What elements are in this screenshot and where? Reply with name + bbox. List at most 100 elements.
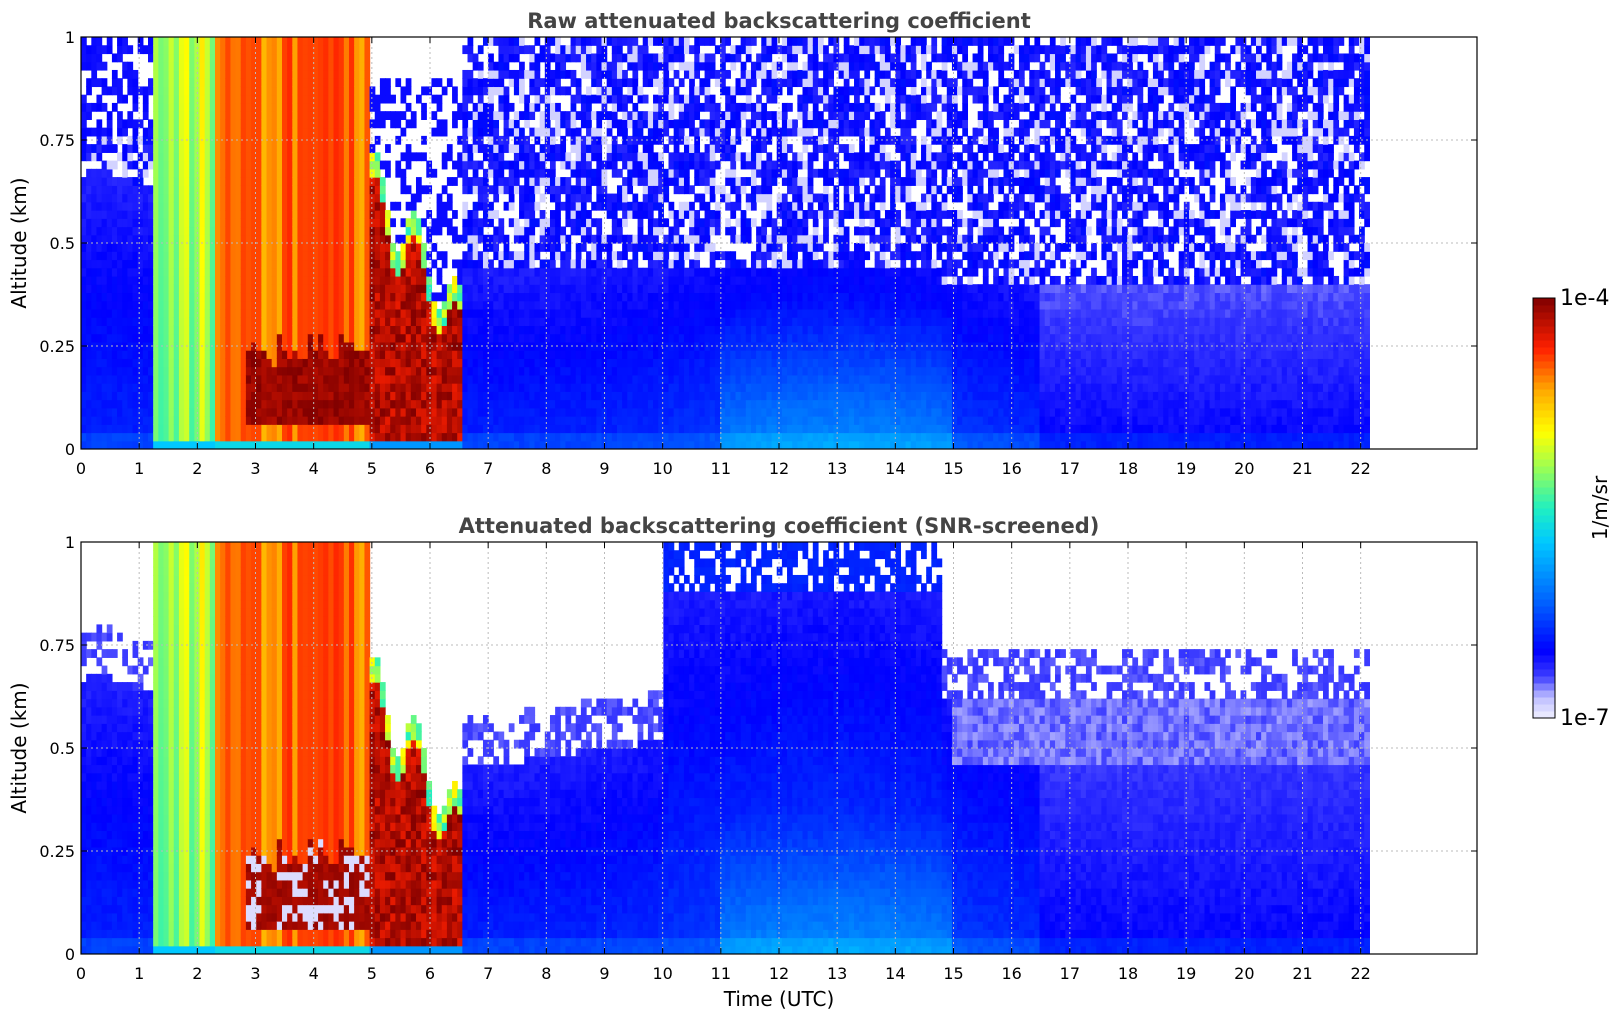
heatmap-cell [96,440,103,449]
heatmap-cell [318,341,324,351]
heatmap-cell [586,37,592,46]
heatmap-cell [472,144,479,153]
heatmap-cell [493,366,500,376]
heatmap-cell [220,416,226,425]
heatmap-cell [405,416,412,425]
heatmap-cell [287,127,293,137]
heatmap-cell [173,300,180,310]
heatmap-cell [245,333,252,343]
heatmap-cell [348,53,355,63]
heatmap-cell [452,160,458,170]
heatmap-cell [204,210,211,219]
heatmap-cell [235,45,242,55]
heatmap-cell [266,317,273,326]
heatmap-cell [312,102,319,112]
heatmap-cell [555,308,561,318]
heatmap-cell [560,284,567,294]
heatmap-cell [544,152,551,162]
heatmap-cell [570,53,577,63]
heatmap-cell [307,383,314,392]
heatmap-cell [374,259,381,269]
heatmap-cell [586,333,592,343]
heatmap-cell [477,111,484,120]
heatmap-cell [524,424,530,434]
heatmap-cell [245,243,252,252]
heatmap-cell [575,160,582,170]
heatmap-cell [225,432,232,442]
heatmap-cell [565,292,572,302]
heatmap-cell [318,358,324,368]
heatmap-cell [462,292,469,302]
heatmap-cell [173,416,180,425]
heatmap-cell [209,234,216,244]
heatmap-cell [256,168,262,178]
heatmap-cell [467,160,474,170]
heatmap-cell [214,94,221,104]
heatmap-cell [251,325,257,335]
heatmap-cell [168,407,175,417]
heatmap-cell [338,144,345,153]
heatmap-cell [379,111,386,120]
heatmap-cell [544,358,551,368]
heatmap-cell [580,234,587,244]
heatmap-cell [488,185,494,195]
heatmap-cell [364,69,371,79]
heatmap-cell [318,308,324,318]
heatmap-cell [348,78,355,88]
heatmap-cell [312,399,319,409]
heatmap-cell [436,333,443,343]
heatmap-cell [616,407,623,417]
heatmap-cell [467,358,474,368]
heatmap-cell [245,218,252,228]
heatmap-cell [482,86,489,96]
heatmap-cell [271,341,278,351]
heatmap-cell [287,391,293,401]
heatmap-cell [390,358,396,368]
heatmap-cell [297,383,304,392]
heatmap-cell [549,259,556,269]
heatmap-cell [338,218,345,228]
heatmap-cell [565,416,572,425]
heatmap-cell [240,201,247,211]
heatmap-cell [91,350,98,359]
heatmap-cell [498,78,505,88]
heatmap-cell [534,284,541,294]
heatmap-cell [529,416,536,425]
heatmap-cell [580,341,587,351]
heatmap-cell [606,284,613,294]
heatmap-cell [323,275,329,285]
heatmap-cell [647,424,654,434]
heatmap-cell [287,226,293,236]
heatmap-cell [642,399,649,409]
heatmap-cell [570,102,577,112]
heatmap-cell [132,300,139,310]
heatmap-cell [364,300,371,310]
heatmap-cell [163,86,170,96]
heatmap-cell [292,135,299,145]
heatmap-cell [544,350,551,359]
heatmap-cell [184,78,190,88]
heatmap-cell [658,317,664,326]
heatmap-cell [348,399,355,409]
heatmap-cell [348,407,355,417]
heatmap-cell [137,374,144,384]
heatmap-cell [513,234,520,244]
heatmap-cell [302,160,309,170]
heatmap-cell [189,111,195,120]
heatmap-cell [529,111,536,120]
heatmap-cell [529,399,536,409]
heatmap-cell [534,300,541,310]
heatmap-cell [431,399,438,409]
heatmap-cell [333,94,340,104]
heatmap-cell [369,259,376,269]
heatmap-cell [328,399,335,409]
heatmap-cell [586,350,592,359]
heatmap-cell [214,432,221,442]
heatmap-cell [467,177,474,186]
heatmap-cell [560,201,567,211]
heatmap-cell [178,226,185,236]
heatmap-cell [189,317,195,326]
heatmap-cell [359,160,366,170]
heatmap-cell [256,37,262,46]
heatmap-cell [637,366,644,376]
